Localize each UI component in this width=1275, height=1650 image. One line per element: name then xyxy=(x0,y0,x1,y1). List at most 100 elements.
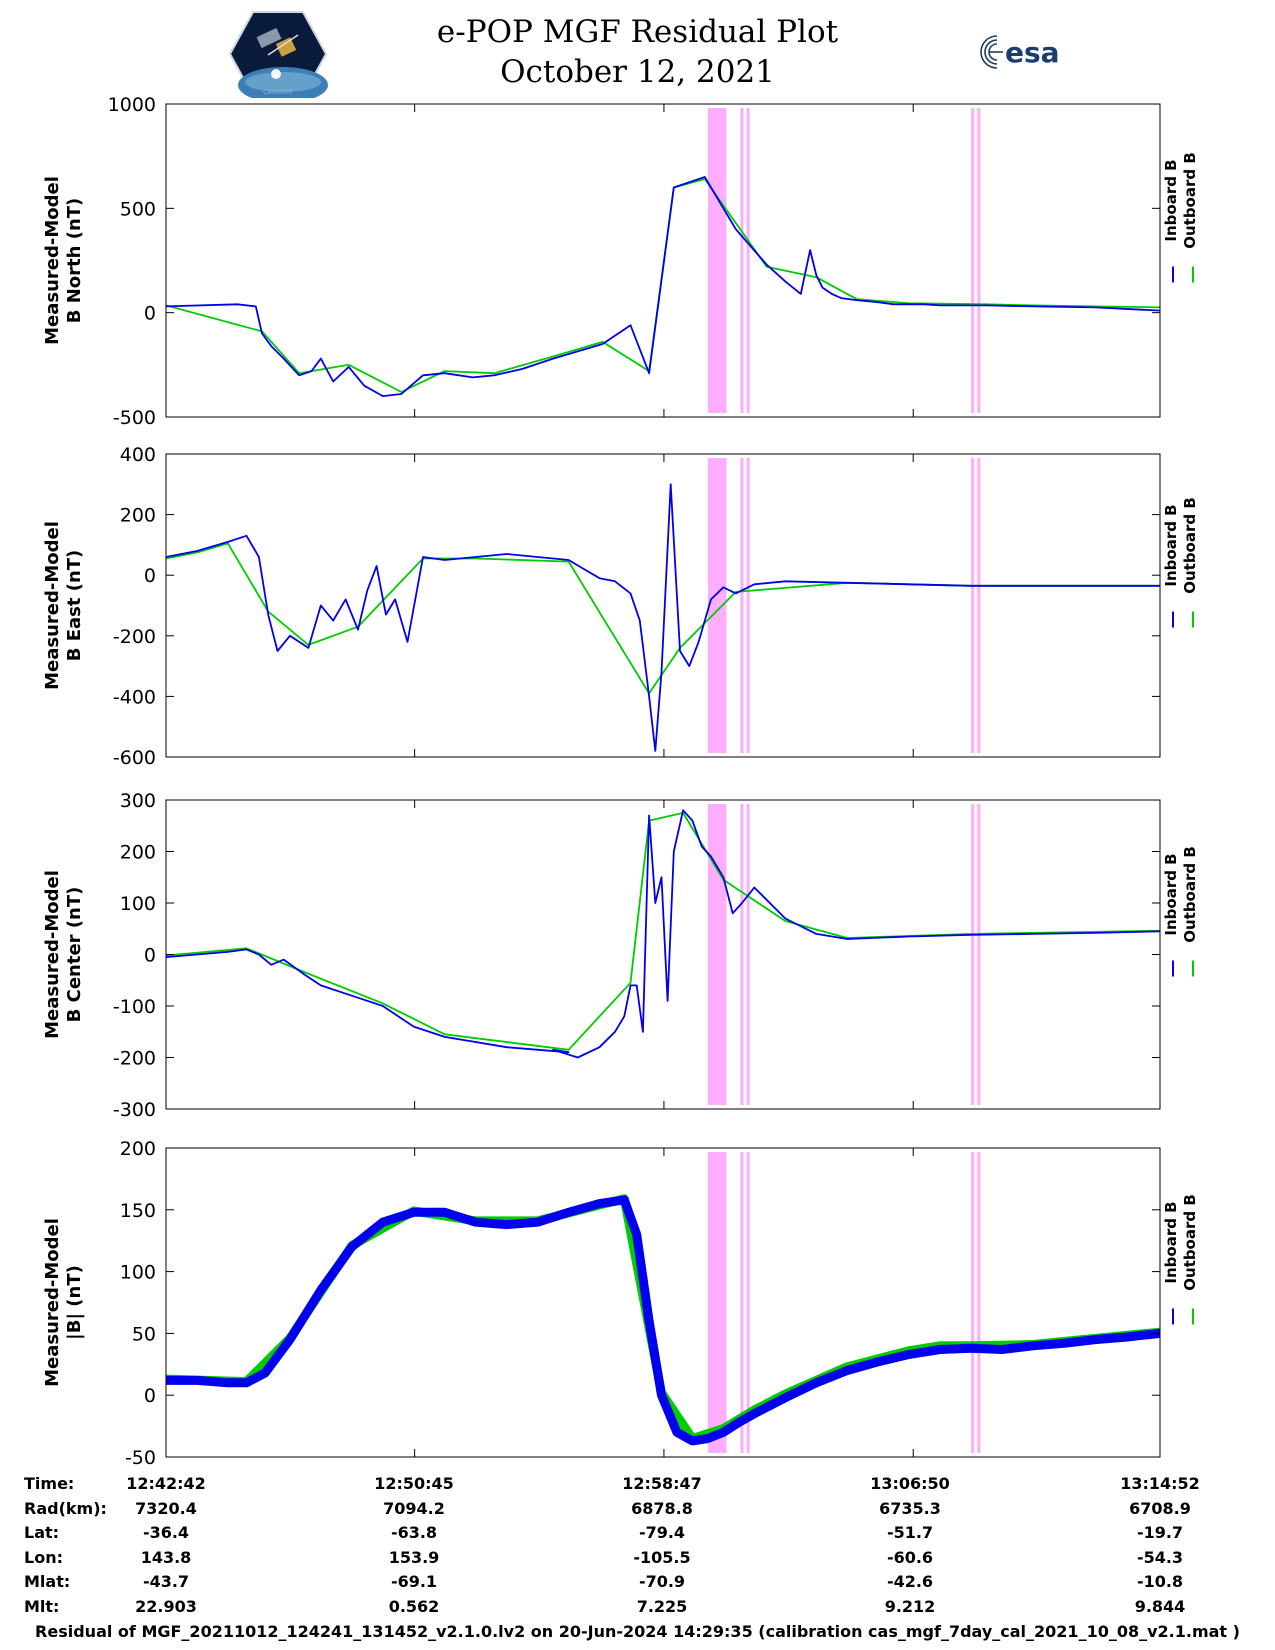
table-cell: 6735.3 xyxy=(879,1498,941,1518)
y-tick-label: -50 xyxy=(125,1447,156,1469)
table-row-label: Rad(km): xyxy=(24,1498,107,1518)
highlight-band xyxy=(977,804,981,1105)
highlight-band xyxy=(740,458,744,753)
panel-frame xyxy=(165,103,1161,418)
y-axis-label: Measured-ModelB Center (nT) xyxy=(42,870,85,1039)
table-cell: 0.562 xyxy=(388,1596,440,1616)
legend: Inboard BOutboard B xyxy=(1162,497,1199,594)
highlight-band xyxy=(746,1152,750,1453)
cassiope-logo-text: CASSIOPE xyxy=(263,89,293,96)
table-cell: 7094.2 xyxy=(383,1498,445,1518)
table-cell: 7.225 xyxy=(636,1596,688,1616)
esa-logo-text: esa xyxy=(1005,36,1060,69)
legend-entry-outboard: Outboard B xyxy=(1181,1194,1199,1291)
highlight-band xyxy=(746,108,750,413)
title-line-1: e-POP MGF Residual Plot xyxy=(436,14,839,50)
highlight-band xyxy=(746,458,750,753)
title-line-2: October 12, 2021 xyxy=(500,54,775,90)
table-row-label: Mlat: xyxy=(24,1572,71,1591)
y-tick-label: 100 xyxy=(120,1262,156,1284)
legend-entry-inboard: Inboard B xyxy=(1162,1201,1180,1283)
table-cell: -70.9 xyxy=(638,1572,686,1591)
highlight-band xyxy=(977,458,981,753)
table-cell: 13:06:50 xyxy=(870,1474,950,1493)
y-tick-label: -500 xyxy=(113,407,156,429)
legend-entry-outboard: Outboard B xyxy=(1181,152,1199,249)
y-tick-label: -200 xyxy=(113,1048,156,1070)
y-axis-label-line-1: Measured-Model xyxy=(42,870,63,1039)
y-axis-label-line-2: B Center (nT) xyxy=(64,887,85,1023)
table-cell: 9.212 xyxy=(884,1596,936,1616)
table-cell: -51.7 xyxy=(886,1523,934,1542)
table-cell: 9.844 xyxy=(1134,1596,1186,1616)
highlight-band xyxy=(971,804,975,1105)
legend-entry-inboard: Inboard B xyxy=(1162,853,1180,935)
panel-2: -600 -400 -200 0 200 400 Measured-ModelB East … xyxy=(42,444,1199,769)
y-tick-label: 400 xyxy=(120,444,156,466)
table-cell: 12:42:42 xyxy=(126,1474,206,1493)
table-cell: 143.8 xyxy=(140,1547,192,1567)
highlight-band xyxy=(977,108,981,413)
table-cell: 13:14:52 xyxy=(1120,1474,1200,1493)
y-tick-label: -300 xyxy=(113,1099,156,1121)
y-tick-label: -100 xyxy=(113,996,156,1018)
esa-logo: esa xyxy=(980,35,1060,69)
y-tick-label: 200 xyxy=(120,842,156,864)
table-cell: 12:50:45 xyxy=(374,1474,454,1493)
panel-frame xyxy=(165,1147,1161,1458)
footer-caption: Residual of MGF_20211012_124241_131452_v… xyxy=(35,1622,1240,1641)
table-cell: -54.3 xyxy=(1136,1547,1184,1567)
table-cell: -69.1 xyxy=(390,1572,438,1591)
y-axis-label: Measured-Model|B| (nT) xyxy=(42,1218,85,1387)
y-tick-label: 200 xyxy=(120,1138,156,1160)
table-row-label: Time: xyxy=(24,1474,75,1493)
legend: Inboard BOutboard B xyxy=(1162,846,1199,943)
table-cell: -105.5 xyxy=(633,1547,691,1567)
highlight-band xyxy=(971,458,975,753)
y-axis-label-line-2: B North (nT) xyxy=(64,198,85,324)
plot-title: e-POP MGF Residual Plot October 12, 2021 xyxy=(0,12,1275,92)
cassiope-satellite-logo: CASSIOPE xyxy=(228,11,328,98)
highlight-band xyxy=(746,804,750,1105)
y-tick-label: 0 xyxy=(144,945,156,967)
y-tick-label: -200 xyxy=(113,626,156,648)
highlight-band xyxy=(707,458,727,753)
y-axis-label: Measured-ModelB North (nT) xyxy=(42,176,85,345)
series-line-outboard xyxy=(165,542,1160,695)
panel-1: -500 0 500 1000 Measured-ModelB North (nT) In… xyxy=(42,94,1199,429)
legend-entry-inboard: Inboard B xyxy=(1162,504,1180,586)
y-axis-label-line-1: Measured-Model xyxy=(42,1218,63,1387)
highlight-band xyxy=(977,1152,981,1453)
table-row-label: Lon: xyxy=(24,1547,63,1567)
y-tick-label: 0 xyxy=(144,1385,156,1407)
y-tick-label: 50 xyxy=(132,1323,156,1345)
table-cell: 7320.4 xyxy=(135,1498,197,1518)
table-cell: 22.903 xyxy=(135,1596,197,1616)
y-axis-label-line-1: Measured-Model xyxy=(42,521,63,690)
legend: Inboard BOutboard B xyxy=(1162,152,1199,249)
table-cell: 12:58:47 xyxy=(622,1474,702,1493)
y-tick-label: 300 xyxy=(120,790,156,812)
series-line-outboard xyxy=(165,178,1161,393)
legend-entry-inboard: Inboard B xyxy=(1162,159,1180,241)
table-row-label: Lat: xyxy=(24,1523,60,1542)
highlight-band xyxy=(707,108,727,413)
panel-3: -300 -200 -100 0 100 200 300 Measured-ModelB Ce… xyxy=(42,790,1199,1121)
table-cell: 6878.8 xyxy=(631,1498,693,1518)
table-cell: -63.8 xyxy=(390,1523,438,1542)
y-tick-label: 150 xyxy=(120,1200,156,1222)
y-tick-label: 100 xyxy=(120,893,156,915)
table-cell: 6708.9 xyxy=(1129,1498,1191,1518)
y-axis-label-line-1: Measured-Model xyxy=(42,176,63,345)
series-line-outboard xyxy=(165,812,1161,1051)
legend-entry-outboard: Outboard B xyxy=(1181,846,1199,943)
series-line-inboard xyxy=(166,1195,1161,1446)
highlight-band xyxy=(740,1152,744,1453)
table-cell: -79.4 xyxy=(638,1523,686,1542)
panel-4: -50 0 50 100 150 200 Measured-Model|B| (nT) Inb… xyxy=(42,1138,1199,1469)
legend: Inboard BOutboard B xyxy=(1162,1194,1199,1291)
highlight-band xyxy=(740,804,744,1105)
table-cell: -36.4 xyxy=(142,1523,190,1542)
panel-frame xyxy=(165,799,1161,1110)
